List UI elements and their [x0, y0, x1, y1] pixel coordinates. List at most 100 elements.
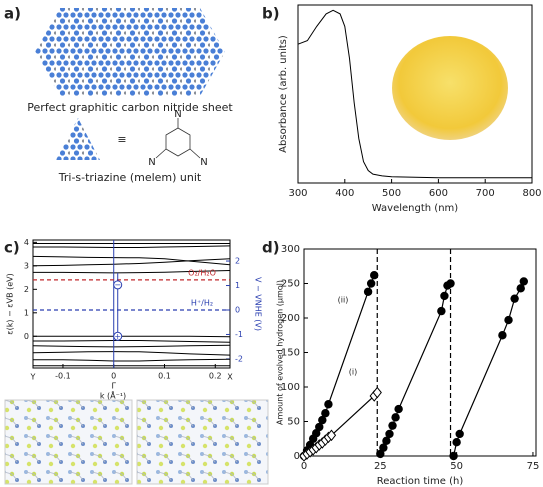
x-tick-label: 0: [301, 461, 307, 472]
point: [379, 443, 388, 452]
y-tick-label: 100: [281, 382, 300, 393]
point: [324, 400, 333, 409]
structure-image: [4, 399, 133, 485]
plot-frame: [32, 239, 231, 369]
point: [385, 429, 394, 439]
powder-photo: [392, 36, 508, 140]
series-line: [33, 270, 231, 274]
plot-frame: [303, 248, 537, 457]
panel-label: d): [262, 239, 280, 257]
series-line: [33, 335, 231, 338]
structure-image: [136, 399, 269, 485]
x-axis-label: Wavelength (nm): [372, 203, 458, 214]
x-tick-label: 75: [527, 461, 540, 472]
point: [516, 284, 525, 293]
point: [321, 409, 330, 418]
series-label: (i): [349, 368, 357, 377]
point: [446, 279, 455, 288]
carrier-label: −: [114, 280, 121, 289]
x-tick-label: 400: [335, 188, 354, 199]
series-line: [33, 245, 231, 248]
panel-label: a): [4, 5, 21, 23]
point: [315, 422, 324, 432]
y-tick-label: 50: [287, 417, 300, 428]
x-tick-label: 300: [288, 188, 307, 199]
panel-label: c): [4, 239, 20, 257]
level-label: H⁺/H₂: [191, 298, 213, 307]
y2-tick-label: 1: [235, 281, 240, 290]
x-tick-label: -0.1: [55, 372, 71, 381]
point: [363, 287, 373, 296]
y-tick-label: 300: [281, 244, 300, 255]
point: [382, 436, 391, 446]
point: [391, 413, 400, 422]
kpoint-label: Y: [30, 373, 36, 382]
point: [437, 306, 446, 316]
point: [312, 429, 321, 438]
series-line: [32, 344, 231, 348]
series-line: [297, 9, 532, 179]
x-tick-label: 0.2: [209, 372, 222, 381]
series-line: [33, 340, 231, 343]
series-line: [32, 351, 231, 356]
x-axis-label: Reaction time (h): [377, 476, 464, 487]
y-axis-label: ε(k) − εVB (eV): [6, 273, 15, 334]
x-tick-label: 500: [382, 188, 401, 199]
y-tick-label: 2: [24, 285, 29, 294]
plot-frame: [297, 4, 533, 184]
atom: N: [200, 157, 207, 168]
point: [449, 451, 458, 461]
point: [370, 271, 379, 280]
x-tick-label: 0.1: [158, 372, 171, 381]
atom: N: [174, 109, 181, 120]
point: [326, 429, 337, 442]
point: [366, 279, 376, 288]
point: [394, 404, 403, 414]
x-tick-label: 600: [429, 188, 448, 199]
y2-axis-label: V − VNHE (V): [254, 277, 263, 331]
point: [519, 277, 528, 286]
y2-tick-label: -2: [235, 354, 243, 363]
series-label: (ii): [338, 296, 349, 305]
level-label: O₂/H₂O: [188, 268, 216, 277]
y-tick-label: 0: [294, 451, 300, 462]
carrier-marker: [113, 280, 123, 290]
caption: Tri-s-triazine (melem) unit: [58, 171, 202, 184]
point: [504, 315, 513, 325]
point: [498, 331, 507, 340]
y2-tick-label: 2: [235, 257, 240, 266]
point: [510, 294, 519, 303]
kpoint-label: X: [227, 373, 233, 382]
equiv: ≡: [117, 133, 126, 146]
y-tick-label: 200: [281, 313, 300, 324]
panel-label: b): [262, 5, 280, 23]
x-tick-label: 25: [374, 461, 387, 472]
point: [452, 438, 461, 447]
melem-structure: [56, 118, 100, 160]
point: [440, 291, 449, 301]
y-tick-label: 4: [24, 238, 29, 247]
x-tick-label: 0: [111, 372, 116, 381]
y-tick-label: 3: [24, 261, 29, 270]
sheet-structure: [35, 8, 225, 96]
y-tick-label: 1: [24, 308, 29, 317]
atom: N: [148, 157, 155, 168]
x-tick-label: 50: [450, 461, 463, 472]
melem-formula: [155, 118, 201, 159]
x-axis-label: k (Å⁻¹): [100, 390, 126, 401]
y2-tick-label: 0: [235, 305, 240, 314]
point: [455, 429, 464, 439]
y2-tick-label: -1: [235, 330, 243, 339]
carrier-label: +: [114, 332, 121, 341]
kpoint-label: Γ: [111, 382, 116, 391]
y-tick-label: 0: [24, 332, 29, 341]
caption: Perfect graphitic carbon nitride sheet: [27, 101, 233, 114]
panel-a: a) Perfect graphitic carbon nitride shee…: [4, 5, 233, 185]
point: [372, 386, 382, 399]
series-line: [32, 255, 231, 266]
y-tick-label: 150: [281, 348, 300, 359]
x-tick-label: 800: [522, 188, 541, 199]
point: [376, 449, 385, 459]
y-axis-label: Amount of evolved hydrogen (μmol): [276, 280, 285, 425]
